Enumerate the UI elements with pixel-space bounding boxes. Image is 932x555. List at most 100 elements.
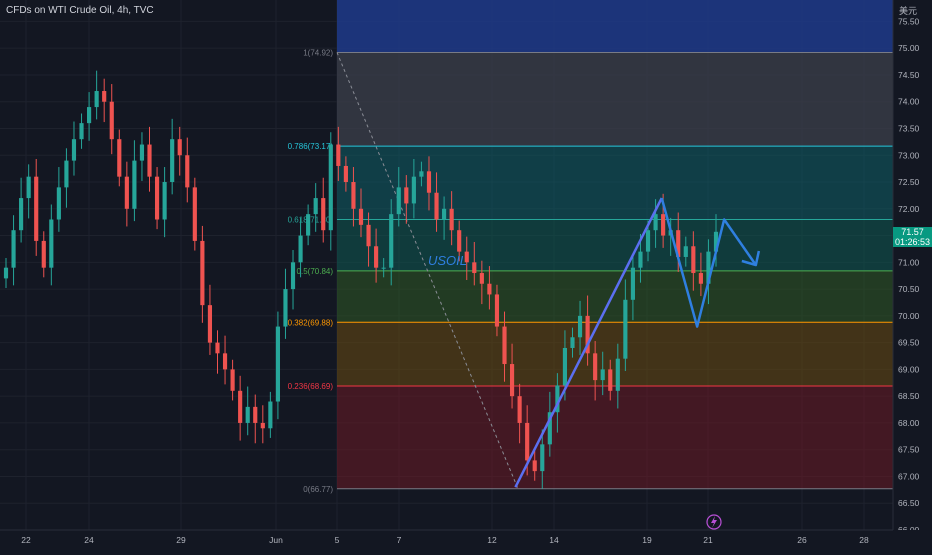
candle-body-55: [419, 171, 424, 177]
candle-body-7: [56, 187, 61, 220]
candle-body-10: [79, 123, 84, 140]
candle-body-61: [464, 251, 469, 263]
candle-body-34: [260, 422, 265, 429]
candle-body-42: [321, 198, 326, 231]
usoil-annotation[interactable]: USOIL: [428, 253, 467, 268]
fib-band-3: [337, 219, 893, 271]
fib-band-4: [337, 270, 893, 323]
candle-body-60: [457, 230, 462, 252]
candle-body-84: [638, 251, 643, 268]
candle-body-27: [207, 305, 213, 343]
candle-body-36: [275, 326, 280, 402]
candle-body-64: [487, 283, 492, 295]
candle-body-69: [525, 422, 530, 461]
candle-body-4: [34, 176, 39, 241]
projection-path[interactable]: [660, 197, 761, 328]
candle-body-44: [336, 144, 341, 166]
x-tick-label: 5: [335, 535, 340, 545]
fib-label-0.382: 0.382(69.88): [288, 318, 334, 327]
candle-body-15: [117, 139, 122, 177]
candle-body-33: [253, 406, 258, 423]
candle-body-66: [502, 326, 507, 365]
y-tick-label: 66.50: [898, 498, 920, 508]
candle-body-51: [389, 214, 394, 268]
projection-zigzag[interactable]: [660, 197, 757, 328]
candle-body-91: [691, 246, 696, 274]
fib-diagonal: [336, 52, 519, 489]
y-tick-label: 70.50: [898, 284, 920, 294]
last-price: 71.57: [901, 227, 924, 237]
candle-body-8: [64, 160, 69, 188]
y-tick-label: 69.50: [898, 338, 920, 348]
candle-body-53: [404, 187, 409, 204]
candle-body-21: [162, 182, 167, 220]
y-tick-label: 73.50: [898, 123, 920, 133]
fib-label-0.618: 0.618(71.80): [288, 215, 334, 224]
lightning-icon-bolt: [711, 516, 717, 528]
x-tick-label: 19: [642, 535, 652, 545]
candle-body-39: [298, 235, 303, 263]
lightning-icon[interactable]: [706, 514, 722, 530]
candle-body-92: [698, 273, 703, 284]
candle-body-40: [306, 214, 311, 236]
candle-body-78: [593, 353, 598, 381]
candle-body-1: [11, 230, 16, 268]
x-tick-label: 26: [797, 535, 807, 545]
fib-band-2: [337, 146, 893, 220]
x-tick-label: Jun: [269, 535, 283, 545]
candle-body-74: [562, 347, 568, 386]
y-tick-label: 69.00: [898, 364, 920, 374]
fib-band-6: [337, 385, 893, 489]
impulse-line[interactable]: [514, 197, 663, 488]
candle-body-94: [713, 231, 719, 252]
candle-body-30: [230, 369, 235, 391]
candle-body-72: [547, 412, 552, 445]
y-tick-label: 75.50: [898, 16, 920, 26]
y-tick-label: 70.00: [898, 311, 920, 321]
candle-body-70: [532, 460, 537, 472]
candle-body-52: [396, 187, 401, 215]
candle-body-25: [192, 187, 197, 241]
candle-body-54: [411, 176, 416, 204]
impulse-stroke[interactable]: [514, 197, 663, 488]
candle-body-86: [653, 214, 658, 231]
y-tick-label: 71.00: [898, 257, 920, 267]
x-tick-label: 24: [84, 535, 94, 545]
y-tick-label: 68.50: [898, 391, 920, 401]
x-tick-label: 29: [176, 535, 186, 545]
fib-diagonal-line: [336, 52, 519, 489]
candle-body-35: [268, 401, 273, 429]
last-price-tag: 71.57 01:26:53: [893, 227, 932, 247]
candle-body-77: [585, 315, 590, 354]
candle-body-22: [170, 139, 175, 183]
candle-body-58: [442, 208, 447, 220]
x-axis[interactable]: 22 24 29 Jun 5 7 12 14 19 21 26 28: [0, 529, 932, 550]
candle-body-26: [200, 240, 205, 306]
projection-arrowhead[interactable]: [741, 250, 761, 267]
fib-band-5: [337, 322, 893, 386]
candle-body-49: [374, 246, 379, 268]
fib-band-1: [337, 52, 893, 147]
candle-body-17: [132, 160, 137, 209]
candle-body-31: [238, 390, 243, 423]
candle-body-63: [479, 273, 484, 284]
candle-body-56: [426, 171, 432, 193]
y-axis[interactable]: 75.50 75.00 74.50 74.00 73.50 73.00 72.50 72.00…: [892, 0, 932, 535]
candle-body-65: [494, 294, 500, 327]
candle-body-71: [540, 444, 545, 472]
y-tick-label: 73.00: [898, 150, 920, 160]
y-tick-label: 75.00: [898, 43, 920, 53]
candle-body-9: [71, 139, 77, 161]
x-tick-label: 12: [487, 535, 497, 545]
candle-body-89: [676, 230, 681, 257]
icons: [706, 514, 722, 530]
x-tick-label: 22: [21, 535, 31, 545]
candle-body-59: [449, 208, 454, 231]
fib-label-1: 1(74.92): [303, 48, 333, 57]
y-tick-label: 72.00: [898, 204, 920, 214]
y-tick-label: 67.50: [898, 445, 920, 455]
candle-body-81: [615, 358, 620, 391]
candle-body-20: [154, 176, 160, 220]
fib-band-0: [337, 0, 893, 53]
